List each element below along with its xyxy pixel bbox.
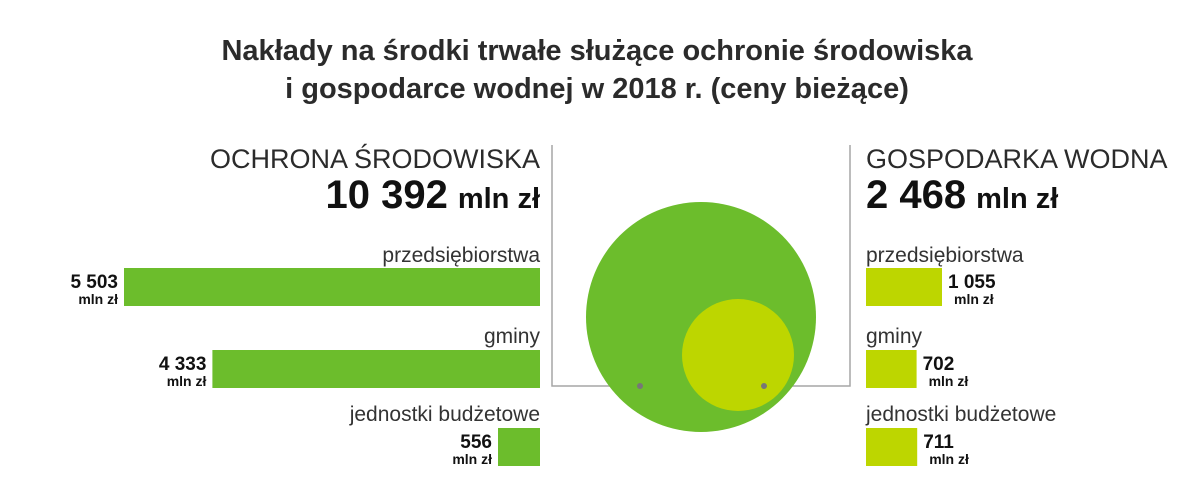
unit-label-water-1: mln zł (929, 373, 969, 389)
section-title-water: GOSPODARKA WODNA (866, 144, 1168, 174)
section-total-value-environment: 10 392 (325, 173, 447, 217)
category-label-water-2: jednostki budżetowe (865, 403, 1056, 426)
unit-label-environment-0: mln zł (78, 291, 118, 307)
value-label-water-2: 711 (923, 432, 954, 453)
bar-water-1 (866, 350, 917, 388)
circle-water-total (682, 299, 794, 411)
section-title-environment: OCHRONA ŚRODOWISKA (210, 142, 540, 174)
bar-environment-1 (212, 350, 540, 388)
unit-label-environment-1: mln zł (167, 373, 207, 389)
section-total-water: 2 468 mln zł (866, 173, 1058, 217)
connector-dot-environment (637, 383, 643, 389)
bar-water-0 (866, 268, 942, 306)
unit-label-water-0: mln zł (954, 291, 994, 307)
section-total-unit-environment: mln zł (458, 183, 540, 215)
value-label-water-0: 1 055 (948, 272, 996, 293)
section-total-environment: 10 392 mln zł (325, 173, 540, 217)
bar-environment-2 (498, 428, 540, 466)
value-label-environment-2: 556 (460, 432, 492, 453)
category-label-environment-2: jednostki budżetowe (349, 403, 540, 426)
section-total-value-water: 2 468 (866, 173, 966, 217)
category-label-environment-1: gminy (484, 325, 541, 348)
section-total-unit-water: mln zł (976, 183, 1058, 215)
category-label-water-0: przedsiębiorstwa (866, 244, 1024, 267)
category-label-environment-0: przedsiębiorstwa (382, 244, 540, 267)
bar-environment-0 (124, 268, 540, 306)
chart-title-line-1: Nakłady na środki trwałe służące ochroni… (221, 35, 973, 67)
chart-title-line-2: i gospodarce wodnej w 2018 r. (ceny bież… (285, 73, 909, 105)
bar-water-2 (866, 428, 918, 466)
value-label-environment-0: 5 503 (70, 272, 118, 293)
unit-label-water-2: mln zł (929, 451, 969, 467)
connector-dot-water (761, 383, 767, 389)
category-label-water-1: gminy (866, 325, 923, 348)
value-label-environment-1: 4 333 (159, 354, 207, 375)
unit-label-environment-2: mln zł (452, 451, 492, 467)
value-label-water-1: 702 (923, 354, 955, 375)
